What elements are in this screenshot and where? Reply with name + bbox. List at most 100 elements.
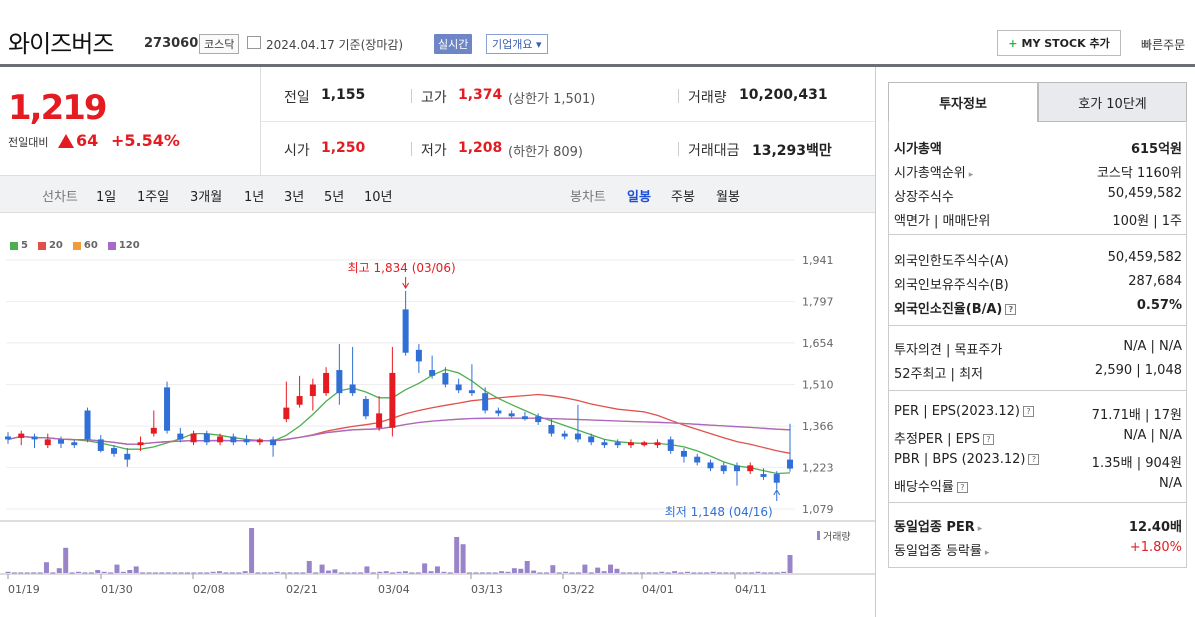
volume-bar [37, 572, 43, 574]
candle-body [376, 413, 383, 428]
x-tick-label: 01/19 [8, 583, 40, 596]
volume-bar [293, 572, 299, 574]
company-info-dropdown[interactable]: 기업개요 ▾ [486, 34, 548, 54]
realtime-button[interactable]: 실시간 [434, 34, 473, 54]
info-value: +1.80% [1129, 540, 1182, 555]
divider [888, 390, 1187, 391]
candle-weekly[interactable]: 주봉 [671, 190, 695, 205]
candle-body [243, 439, 250, 443]
volume-label: 거래량 [823, 531, 851, 543]
volume-bar [582, 564, 588, 573]
volume-bar [332, 569, 338, 573]
volume-bar [261, 572, 267, 574]
volume-bar [563, 571, 569, 573]
period-toolbar [0, 175, 875, 213]
candle-body [217, 436, 224, 443]
volume-bar [665, 572, 671, 574]
help-icon[interactable]: ? [1005, 304, 1017, 315]
help-icon[interactable]: ? [1022, 406, 1034, 417]
volume-bar [249, 528, 255, 573]
period-3y[interactable]: 3년 [284, 190, 305, 205]
tab-invest-info[interactable]: 투자정보 [888, 82, 1038, 122]
add-my-stock-button[interactable]: + MY STOCK 추가 [997, 30, 1121, 56]
candle-body [124, 453, 131, 460]
period-3m[interactable]: 3개월 [190, 190, 223, 205]
info-value: 2,590 | 1,048 [1094, 363, 1182, 378]
volume-bar [402, 571, 408, 573]
volume-bar [133, 566, 139, 573]
volume-bar [24, 572, 30, 574]
volume-bar [454, 537, 460, 573]
volume-bar [601, 571, 607, 573]
candle-body [283, 407, 290, 420]
period-1d[interactable]: 1일 [96, 190, 117, 205]
help-icon[interactable]: ? [982, 434, 994, 445]
volume-bar [755, 571, 761, 573]
volume-bar [63, 547, 69, 573]
info-row[interactable]: 동일업종 등락률 ▸ +1.80% [894, 540, 1182, 559]
help-icon[interactable]: ? [1028, 454, 1040, 465]
candle-body [256, 439, 263, 443]
volume-bar [56, 568, 62, 573]
candle-body [71, 442, 78, 446]
volume-bar [306, 561, 312, 573]
y-tick-label: 1,079 [802, 503, 834, 516]
amount-number: 13,293 [752, 143, 807, 159]
invest-info-box [888, 121, 1187, 568]
candle-body [641, 442, 648, 446]
volume-bar [127, 570, 133, 573]
candle-body [733, 465, 740, 472]
divider [888, 502, 1187, 503]
legend-item: 120 [107, 240, 140, 251]
candle-daily[interactable]: 일봉 [627, 190, 651, 205]
prev-close-value: 1,155 [321, 87, 366, 103]
period-5y[interactable]: 5년 [324, 190, 345, 205]
period-10y[interactable]: 10년 [364, 190, 393, 205]
candle-body [18, 433, 25, 438]
period-1w[interactable]: 1주일 [137, 190, 170, 205]
candle-body [389, 372, 396, 428]
line-chart-label: 선차트 [42, 190, 78, 205]
candle-body [309, 384, 316, 397]
volume-bar [614, 568, 620, 573]
legend-label: 120 [118, 240, 140, 251]
candle-monthly[interactable]: 월봉 [716, 190, 740, 205]
volume-bar [550, 565, 556, 573]
y-tick-label: 1,941 [802, 254, 834, 267]
info-row[interactable]: 추정PER | EPS? N/A | N/A [894, 428, 1182, 447]
period-1y[interactable]: 1년 [244, 190, 265, 205]
volume-bar [114, 564, 120, 573]
volume-bar [787, 555, 793, 573]
info-row[interactable]: PBR | BPS (2023.12)? 1.35배 | 904원 [894, 452, 1182, 471]
volume-bar [608, 564, 614, 573]
volume-bar [492, 572, 498, 574]
volume-bar [518, 568, 524, 573]
help-icon[interactable]: ? [956, 482, 968, 493]
info-row[interactable]: 외국인소진율(B/A)? 0.57% [894, 298, 1182, 317]
info-value: N/A | N/A [1123, 339, 1182, 354]
info-key: 외국인한도주식수(A) [894, 254, 1009, 269]
info-row[interactable]: 동일업종 PER ▸ 12.40배 [894, 516, 1182, 535]
volume-bar [358, 572, 364, 574]
info-key: 시가총액순위 ▸ [894, 166, 974, 181]
price-chart[interactable]: 거래량 1,941 1,797 1,654 1,510 1,366 1,223 1,079 0… [0, 213, 875, 617]
volume-bar [287, 572, 293, 574]
info-row[interactable]: 시가총액순위 ▸ 코스닥 1160위 [894, 162, 1182, 181]
volume-bar [242, 571, 248, 573]
candle-body [97, 439, 104, 451]
info-value: 0.57% [1136, 298, 1182, 313]
candle-body [415, 349, 422, 362]
divider [261, 121, 875, 122]
volume-bar [422, 563, 428, 573]
tab-orderbook[interactable]: 호가 10단계 [1038, 82, 1187, 122]
candle-body [667, 439, 674, 451]
volume-bar [569, 572, 575, 574]
volume-bar [768, 572, 774, 574]
candle-body [349, 384, 356, 394]
info-row[interactable]: 배당수익률? N/A [894, 476, 1182, 495]
volume-bar [120, 571, 126, 573]
volume-bar [31, 572, 37, 574]
info-row[interactable]: PER | EPS(2023.12)? 71.71배 | 17원 [894, 404, 1182, 423]
quick-order-link[interactable]: 빠른주문 [1141, 38, 1186, 52]
volume-bar [338, 572, 344, 574]
